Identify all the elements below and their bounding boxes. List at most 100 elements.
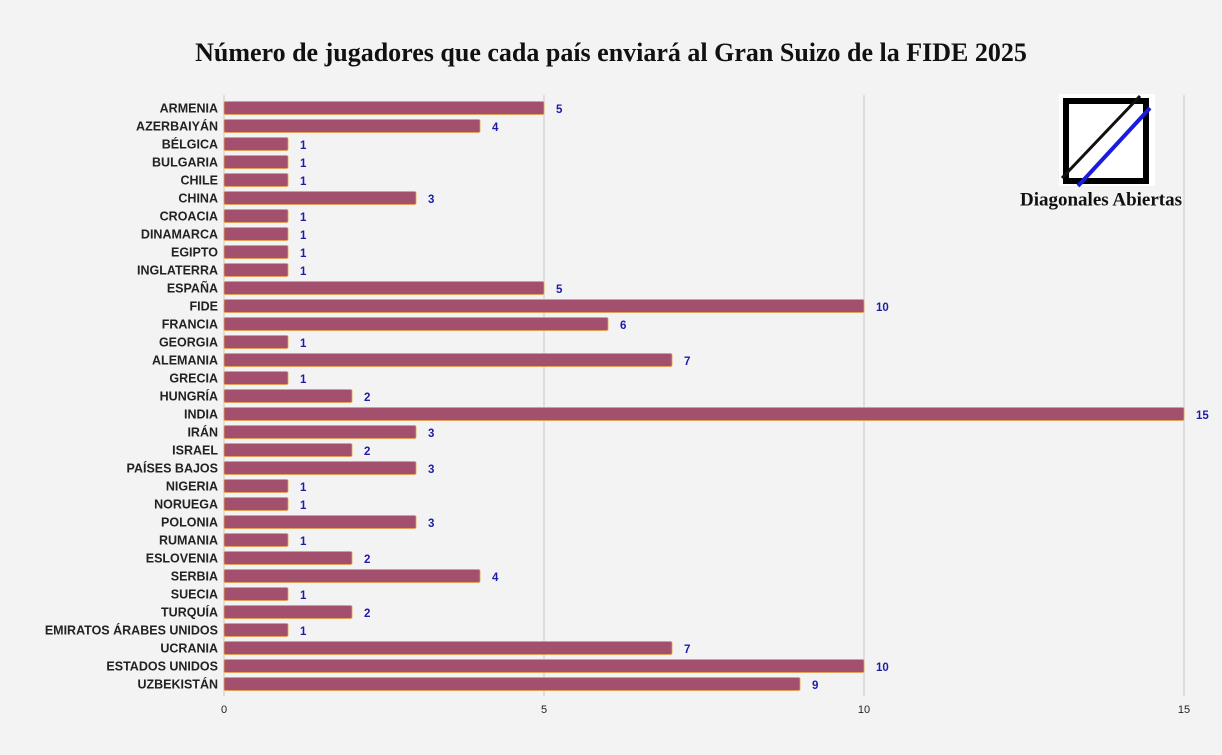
- logo-stroke: [1076, 106, 1152, 188]
- bar: [223, 281, 545, 295]
- data-label: 4: [492, 122, 499, 134]
- logo: Diagonales Abiertas: [1020, 94, 1182, 210]
- data-label: 3: [428, 464, 434, 476]
- y-tick-label: AZERBAIYÁN: [136, 118, 218, 133]
- y-tick-label: UZBEKISTÁN: [137, 676, 218, 691]
- y-tick-label: BÉLGICA: [162, 136, 218, 151]
- y-tick-label: FIDE: [190, 299, 218, 313]
- bar: [223, 479, 289, 493]
- y-tick-label: INDIA: [184, 407, 218, 421]
- data-label: 1: [300, 482, 307, 494]
- data-label: 1: [300, 176, 307, 188]
- bar: [223, 551, 353, 565]
- bar: [223, 407, 1185, 421]
- data-label: 2: [364, 392, 370, 404]
- bar: [223, 299, 865, 313]
- logo-square: [1063, 98, 1149, 184]
- data-label: 2: [364, 554, 370, 566]
- data-label: 7: [684, 356, 690, 368]
- chart-title: Número de jugadores que cada país enviar…: [195, 38, 1027, 67]
- bar: [223, 353, 673, 367]
- y-tick-label: ESTADOS UNIDOS: [106, 659, 218, 673]
- bar: [223, 623, 289, 637]
- bar: [223, 209, 289, 223]
- bar: [223, 263, 289, 277]
- bar: [223, 137, 289, 151]
- y-tick-label: NIGERIA: [166, 479, 218, 493]
- x-tick-label: 5: [541, 704, 547, 716]
- data-label: 3: [428, 428, 434, 440]
- bar: [223, 605, 353, 619]
- logo-bg: [1059, 94, 1155, 186]
- x-tick-label: 15: [1178, 704, 1190, 716]
- x-tick-label: 10: [858, 704, 870, 716]
- data-label: 2: [364, 446, 370, 458]
- y-tick-label: TURQUÍA: [161, 604, 218, 619]
- data-label: 3: [428, 194, 434, 206]
- data-label: 10: [876, 662, 889, 674]
- data-label: 1: [300, 590, 307, 602]
- y-tick-label: CHINA: [178, 191, 218, 205]
- y-tick-label: POLONIA: [161, 515, 218, 529]
- y-tick-label: SERBIA: [171, 569, 218, 583]
- bar: [223, 335, 289, 349]
- y-tick-label: CROACIA: [160, 209, 218, 223]
- data-label: 4: [492, 572, 499, 584]
- y-tick-label: NORUEGA: [154, 497, 218, 511]
- data-label: 1: [300, 338, 307, 350]
- x-tick-label: 0: [221, 704, 227, 716]
- data-label: 1: [300, 212, 307, 224]
- bar: [223, 317, 609, 331]
- bar: [223, 371, 289, 385]
- y-tick-label: ISRAEL: [172, 443, 218, 457]
- y-tick-label: PAÍSES BAJOS: [127, 460, 218, 475]
- bar: [223, 443, 353, 457]
- data-label: 1: [300, 626, 307, 638]
- logo-text: Diagonales Abiertas: [1020, 189, 1182, 210]
- data-label: 1: [300, 500, 307, 512]
- data-label: 9: [812, 680, 818, 692]
- data-label: 3: [428, 518, 434, 530]
- bar: [223, 587, 289, 601]
- data-label: 6: [620, 320, 626, 332]
- y-tick-label: GRECIA: [169, 371, 218, 385]
- logo-stroke: [1060, 94, 1142, 180]
- bar: [223, 227, 289, 241]
- y-tick-label: RUMANIA: [159, 533, 218, 547]
- bar: [223, 425, 417, 439]
- bar: [223, 515, 417, 529]
- data-label: 1: [300, 230, 307, 242]
- bar: [223, 497, 289, 511]
- bar: [223, 119, 481, 133]
- y-tick-label: HUNGRÍA: [160, 388, 218, 403]
- bar: [223, 461, 417, 475]
- data-label: 7: [684, 644, 690, 656]
- y-tick-label: INGLATERRA: [137, 263, 218, 277]
- y-tick-label: ALEMANIA: [152, 353, 218, 367]
- data-label: 1: [300, 158, 307, 170]
- data-label: 2: [364, 608, 370, 620]
- bar: [223, 677, 801, 691]
- data-label: 5: [556, 104, 563, 116]
- y-tick-label: UCRANIA: [160, 641, 218, 655]
- bar: [223, 659, 865, 673]
- y-tick-label: DINAMARCA: [141, 227, 218, 241]
- bar: [223, 533, 289, 547]
- bar: [223, 389, 353, 403]
- data-label: 15: [1196, 410, 1209, 422]
- bar: [223, 173, 289, 187]
- y-tick-label: SUECIA: [171, 587, 218, 601]
- y-tick-label: BULGARIA: [152, 155, 218, 169]
- data-label: 1: [300, 374, 307, 386]
- data-label: 5: [556, 284, 563, 296]
- y-tick-label: ARMENIA: [160, 101, 218, 115]
- y-tick-label: EMIRATOS ÁRABES UNIDOS: [45, 622, 218, 637]
- bar: [223, 191, 417, 205]
- bar: [223, 101, 545, 115]
- y-tick-label: CHILE: [181, 173, 219, 187]
- data-label: 10: [876, 302, 889, 314]
- data-label: 1: [300, 266, 307, 278]
- y-tick-label: GEORGIA: [159, 335, 218, 349]
